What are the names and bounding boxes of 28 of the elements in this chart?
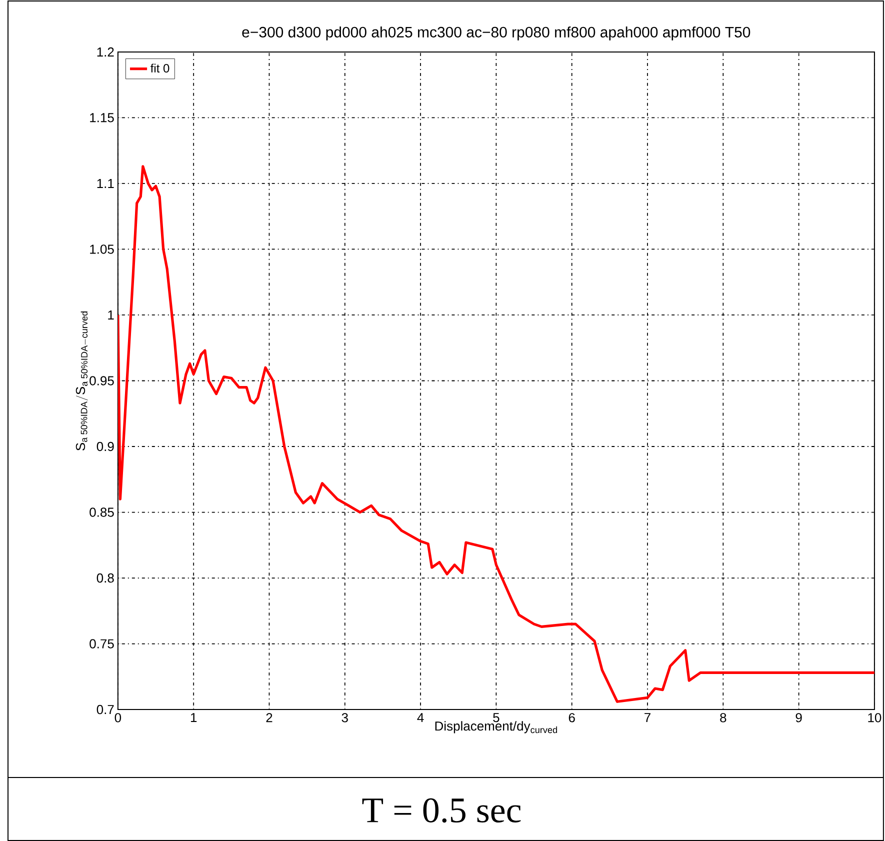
y-tick-label: 1.05 bbox=[90, 244, 114, 254]
x-tick-label: 1 bbox=[190, 712, 197, 722]
x-axis-title: Displacement/dy$_{curved}$ bbox=[435, 720, 558, 734]
x-tick-label: 6 bbox=[568, 712, 575, 722]
x-tick-label: 9 bbox=[796, 712, 802, 722]
chart-title: e−300 d300 pd000 ah025 mc300 ac−80 rp080 mf800 apah000 apmf000 T50 bbox=[242, 26, 750, 40]
line-series bbox=[118, 164, 874, 703]
y-tick-label: 1 bbox=[108, 310, 114, 320]
y-tick-label: 0.8 bbox=[96, 573, 114, 582]
x-tick-label: 7 bbox=[644, 712, 650, 722]
text: T = 0.5 sec bbox=[362, 798, 521, 822]
y-tick-label: 0.9 bbox=[96, 442, 114, 451]
y-tick-label: 0.95 bbox=[90, 376, 114, 386]
y-tick-label: 1.15 bbox=[90, 112, 114, 122]
y-tick-label: 0.75 bbox=[90, 638, 114, 648]
x-tick-label: 0 bbox=[114, 712, 122, 722]
legend-label: fit 0 bbox=[150, 64, 170, 72]
y-tick-label: 0.85 bbox=[90, 507, 114, 517]
y-tick-label: 1.2 bbox=[97, 47, 114, 56]
x-tick-label: 3 bbox=[342, 712, 348, 722]
x-tick-label: 8 bbox=[720, 712, 726, 722]
x-tick-label: 10 bbox=[868, 712, 882, 722]
y-tick-label: 0.7 bbox=[96, 704, 114, 714]
x-tick-label: 2 bbox=[266, 712, 272, 722]
x-tick-label: 4 bbox=[417, 712, 424, 722]
x-tick-label: 5 bbox=[493, 712, 500, 722]
y-axis-title: $\mathrm{S_{a\;50\%IDA}/S_{a\;50\%IDA{-}curved}}$ bbox=[76, 311, 88, 450]
y-tick-label: 1.1 bbox=[97, 178, 114, 188]
